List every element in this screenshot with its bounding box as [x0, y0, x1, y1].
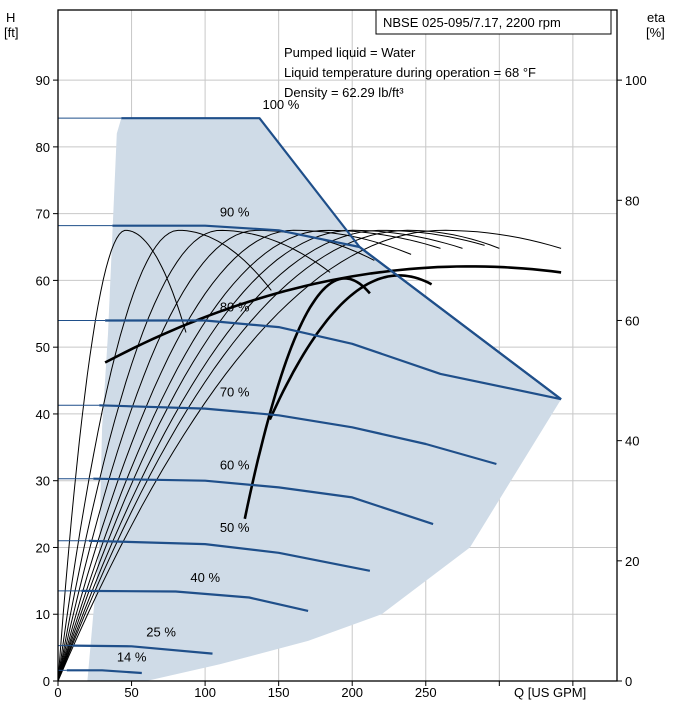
- speed-curves: 100 % 90 % 80 % 70 % 60 % 50 % 40 % 25 % 14 %: [58, 97, 562, 675]
- speed-curve-label: 90 %: [220, 205, 250, 220]
- speed-curve-label: 60 %: [220, 458, 250, 473]
- annotation-liquid: Pumped liquid = Water: [284, 45, 416, 60]
- x-tick-label: 100: [194, 685, 216, 700]
- eta-tick-label: 60: [625, 313, 639, 328]
- efficiency-curve: [57, 229, 272, 682]
- x-tick-label: 150: [268, 685, 290, 700]
- speed-curve: [112, 224, 562, 401]
- x-tick-label: 200: [341, 685, 363, 700]
- plot-frame: [57, 9, 618, 682]
- chart-title: NBSE 025-095/7.17, 2200 rpm: [383, 15, 561, 30]
- speed-curve-label: 40 %: [190, 570, 220, 585]
- efficiency-curves: [57, 229, 562, 682]
- y-tick-label: 80: [36, 140, 50, 155]
- y-tick-label: 70: [36, 207, 50, 222]
- efficiency-curve: [57, 229, 187, 682]
- eta-tick-label: 100: [625, 73, 647, 88]
- efficiency-curve: [57, 229, 485, 682]
- y-right-axis-ticks: 0 20 40 60 80 100: [617, 73, 647, 689]
- speed-curve-label: 14 %: [117, 649, 147, 664]
- x-tick-label: 250: [415, 685, 437, 700]
- efficiency-curve: [57, 229, 463, 682]
- y-left-label-h: H: [6, 10, 15, 25]
- y-tick-label: 20: [36, 540, 50, 555]
- x-axis-label: Q [US GPM]: [514, 685, 586, 700]
- y-right-label-unit: [%]: [646, 25, 665, 40]
- eta-tick-label: 80: [625, 193, 639, 208]
- eta-tick-label: 20: [625, 554, 639, 569]
- speed-curve: [81, 589, 309, 612]
- eta-tick-label: 40: [625, 434, 639, 449]
- speed-curve: [99, 404, 497, 466]
- speed-curve: [93, 477, 434, 526]
- y-left-label-unit: [ft]: [4, 25, 18, 40]
- speed-curve: [105, 319, 562, 401]
- annotation-temperature: Liquid temperature during operation = 68…: [284, 65, 536, 80]
- operating-range-area: [87, 118, 562, 681]
- speed-curve: [66, 669, 142, 675]
- y-tick-label: 10: [36, 607, 50, 622]
- x-tick-label: 0: [54, 685, 61, 700]
- speed-curve-label: 70 %: [220, 384, 250, 399]
- efficiency-curve: [104, 265, 562, 364]
- speed-curve-label: 80 %: [220, 299, 250, 314]
- x-axis-ticks: 0 50 100 150 200 250: [54, 681, 574, 700]
- speed-curve-label: 50 %: [220, 520, 250, 535]
- y-right-label-eta: eta: [647, 10, 666, 25]
- efficiency-curve: [57, 229, 331, 682]
- efficiency-curve: [243, 277, 371, 520]
- y-tick-label: 60: [36, 273, 50, 288]
- x-tick-label: 50: [124, 685, 138, 700]
- speed-curve: [88, 539, 371, 572]
- speed-curve-label: 25 %: [146, 625, 176, 640]
- y-left-axis-ticks: 0 10 20 30 40 50 60 70 80 90: [36, 73, 58, 689]
- y-tick-label: 40: [36, 407, 50, 422]
- y-tick-label: 50: [36, 340, 50, 355]
- y-tick-label: 0: [43, 674, 50, 689]
- speed-curve-label: 100 %: [262, 97, 299, 112]
- y-tick-label: 30: [36, 474, 50, 489]
- efficiency-curve: [268, 274, 433, 421]
- annotation-density: Density = 62.29 lb/ft³: [284, 85, 404, 100]
- title-box: [375, 9, 612, 35]
- eta-tick-label: 0: [625, 674, 632, 689]
- y-tick-label: 90: [36, 73, 50, 88]
- speed-curve: [72, 644, 213, 655]
